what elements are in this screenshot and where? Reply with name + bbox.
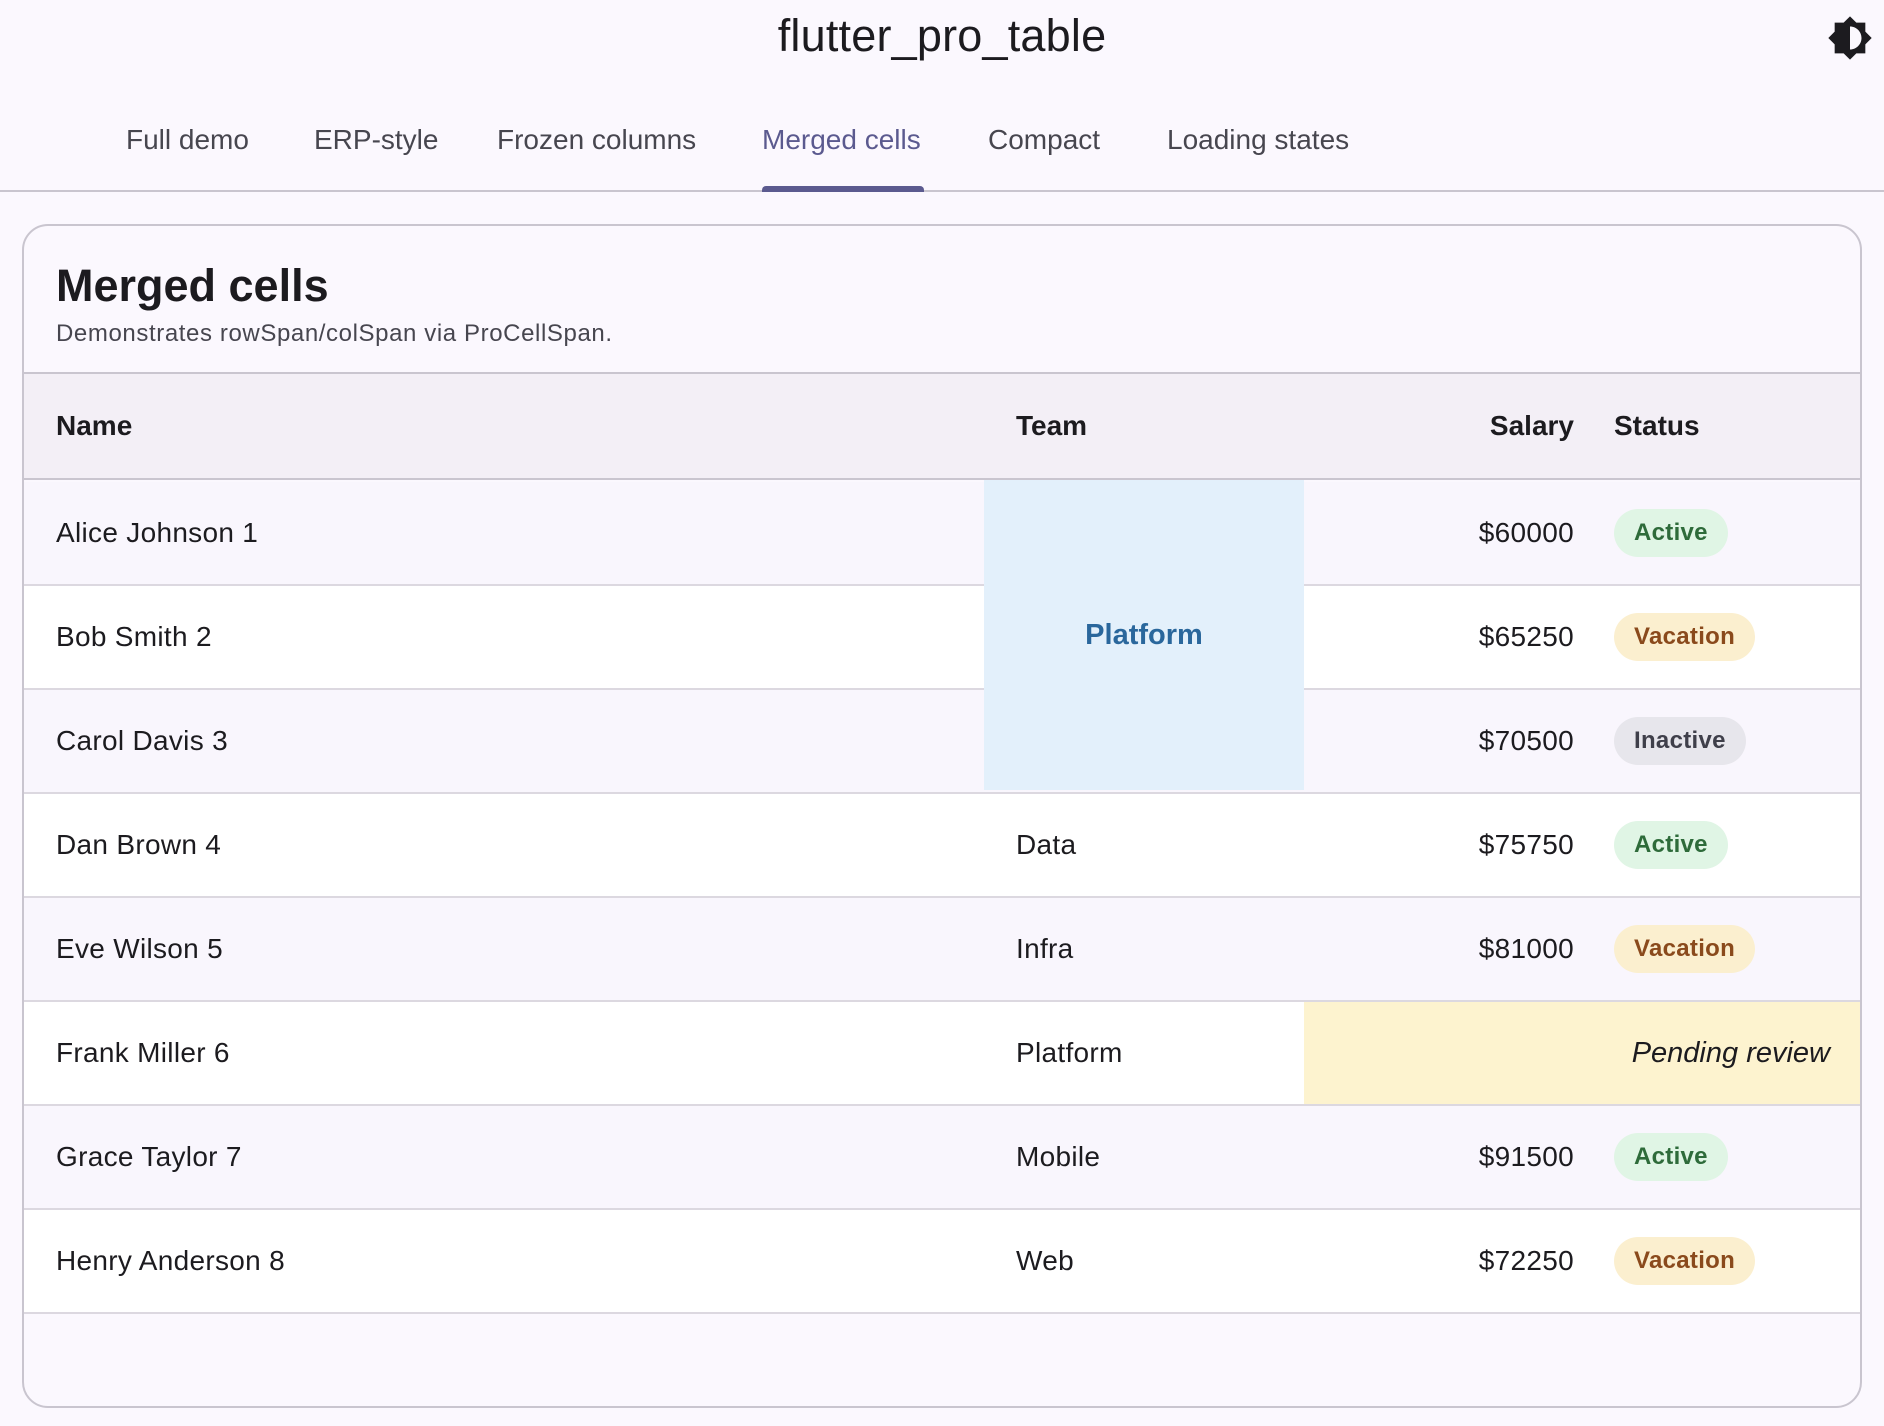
- tab-loading-states[interactable]: Loading states: [1167, 124, 1350, 155]
- table-row[interactable]: Eve Wilson 5 Infra $81000 Vacation: [24, 898, 1860, 1002]
- cell-name: Bob Smith 2: [56, 621, 212, 652]
- cell-salary: $72250: [1478, 1245, 1574, 1276]
- tab-merged-cells[interactable]: Merged cells: [762, 124, 921, 155]
- active-tab-indicator: [762, 186, 924, 192]
- app-title: flutter_pro_table: [777, 10, 1107, 61]
- status-badge: Vacation: [1614, 613, 1756, 661]
- cell-name: Henry Anderson 8: [56, 1245, 285, 1276]
- cell-salary: $91500: [1478, 1141, 1574, 1172]
- cell-team: Data: [1016, 829, 1077, 860]
- cell-name: Grace Taylor 7: [56, 1141, 242, 1172]
- cell-name: Dan Brown 4: [56, 829, 222, 860]
- cell-status: Active: [1614, 1106, 1728, 1208]
- table-row[interactable]: Dan Brown 4 Data $75750 Active: [24, 794, 1860, 898]
- cell-name: Carol Davis 3: [56, 725, 228, 756]
- table-card: Merged cells Demonstrates rowSpan/colSpa…: [22, 224, 1862, 1408]
- cell-salary: $65250: [1478, 621, 1574, 652]
- brightness-icon: [1827, 15, 1873, 66]
- merged-status-cell[interactable]: Pending review: [1304, 1002, 1860, 1104]
- cell-team: Mobile: [1016, 1141, 1101, 1172]
- card-header: Merged cells Demonstrates rowSpan/colSpa…: [24, 226, 1860, 374]
- cell-team: Platform: [1016, 1037, 1123, 1068]
- card-subtitle: Demonstrates rowSpan/colSpan via ProCell…: [56, 320, 613, 347]
- status-badge: Active: [1614, 1133, 1728, 1181]
- tab-frozen-columns[interactable]: Frozen columns: [497, 124, 697, 155]
- table-row[interactable]: Grace Taylor 7 Mobile $91500 Active: [24, 1106, 1860, 1210]
- table-row[interactable]: Henry Anderson 8 Web $72250 Vacation: [24, 1210, 1860, 1314]
- theme-toggle-button[interactable]: [1824, 14, 1876, 66]
- app-bar: flutter_pro_table: [0, 0, 1884, 80]
- tab-compact[interactable]: Compact: [988, 124, 1101, 155]
- cell-salary: $70500: [1478, 725, 1574, 756]
- cell-salary: $60000: [1478, 517, 1574, 548]
- status-badge: Vacation: [1614, 1237, 1756, 1285]
- status-badge: Active: [1614, 509, 1728, 557]
- column-header-status[interactable]: Status: [1614, 410, 1700, 441]
- tab-erp-style[interactable]: ERP-style: [314, 124, 439, 155]
- cell-name: Eve Wilson 5: [56, 933, 223, 964]
- cell-salary: $81000: [1478, 933, 1574, 964]
- cell-salary: $75750: [1478, 829, 1574, 860]
- table-row[interactable]: Bob Smith 2 $65250 Vacation: [24, 586, 1860, 690]
- status-badge: Inactive: [1614, 717, 1746, 765]
- table-header: Name Team Salary Status: [24, 374, 1860, 480]
- cell-status: Vacation: [1614, 898, 1756, 1000]
- cell-status: Vacation: [1614, 1210, 1756, 1312]
- card-title: Merged cells: [56, 260, 329, 311]
- cell-name: Alice Johnson 1: [56, 517, 259, 548]
- table-row[interactable]: Carol Davis 3 $70500 Inactive: [24, 690, 1860, 794]
- merged-team-cell[interactable]: Platform: [984, 480, 1304, 790]
- cell-status: Active: [1614, 482, 1728, 584]
- table-row[interactable]: Alice Johnson 1 $60000 Active: [24, 482, 1860, 586]
- column-header-name[interactable]: Name: [56, 410, 133, 441]
- cell-status: Vacation: [1614, 586, 1756, 688]
- cell-team: Infra: [1016, 933, 1074, 964]
- tab-bar: Full demo ERP-style Frozen columns Merge…: [0, 110, 1884, 192]
- status-badge: Vacation: [1614, 925, 1756, 973]
- cell-team: Web: [1016, 1245, 1074, 1276]
- column-header-salary[interactable]: Salary: [1489, 410, 1574, 441]
- tab-full-demo[interactable]: Full demo: [126, 124, 249, 155]
- cell-name: Frank Miller 6: [56, 1037, 230, 1068]
- cell-status: Active: [1614, 794, 1728, 896]
- cell-status: Inactive: [1614, 690, 1746, 792]
- column-header-team[interactable]: Team: [1016, 410, 1088, 441]
- status-badge: Active: [1614, 821, 1728, 869]
